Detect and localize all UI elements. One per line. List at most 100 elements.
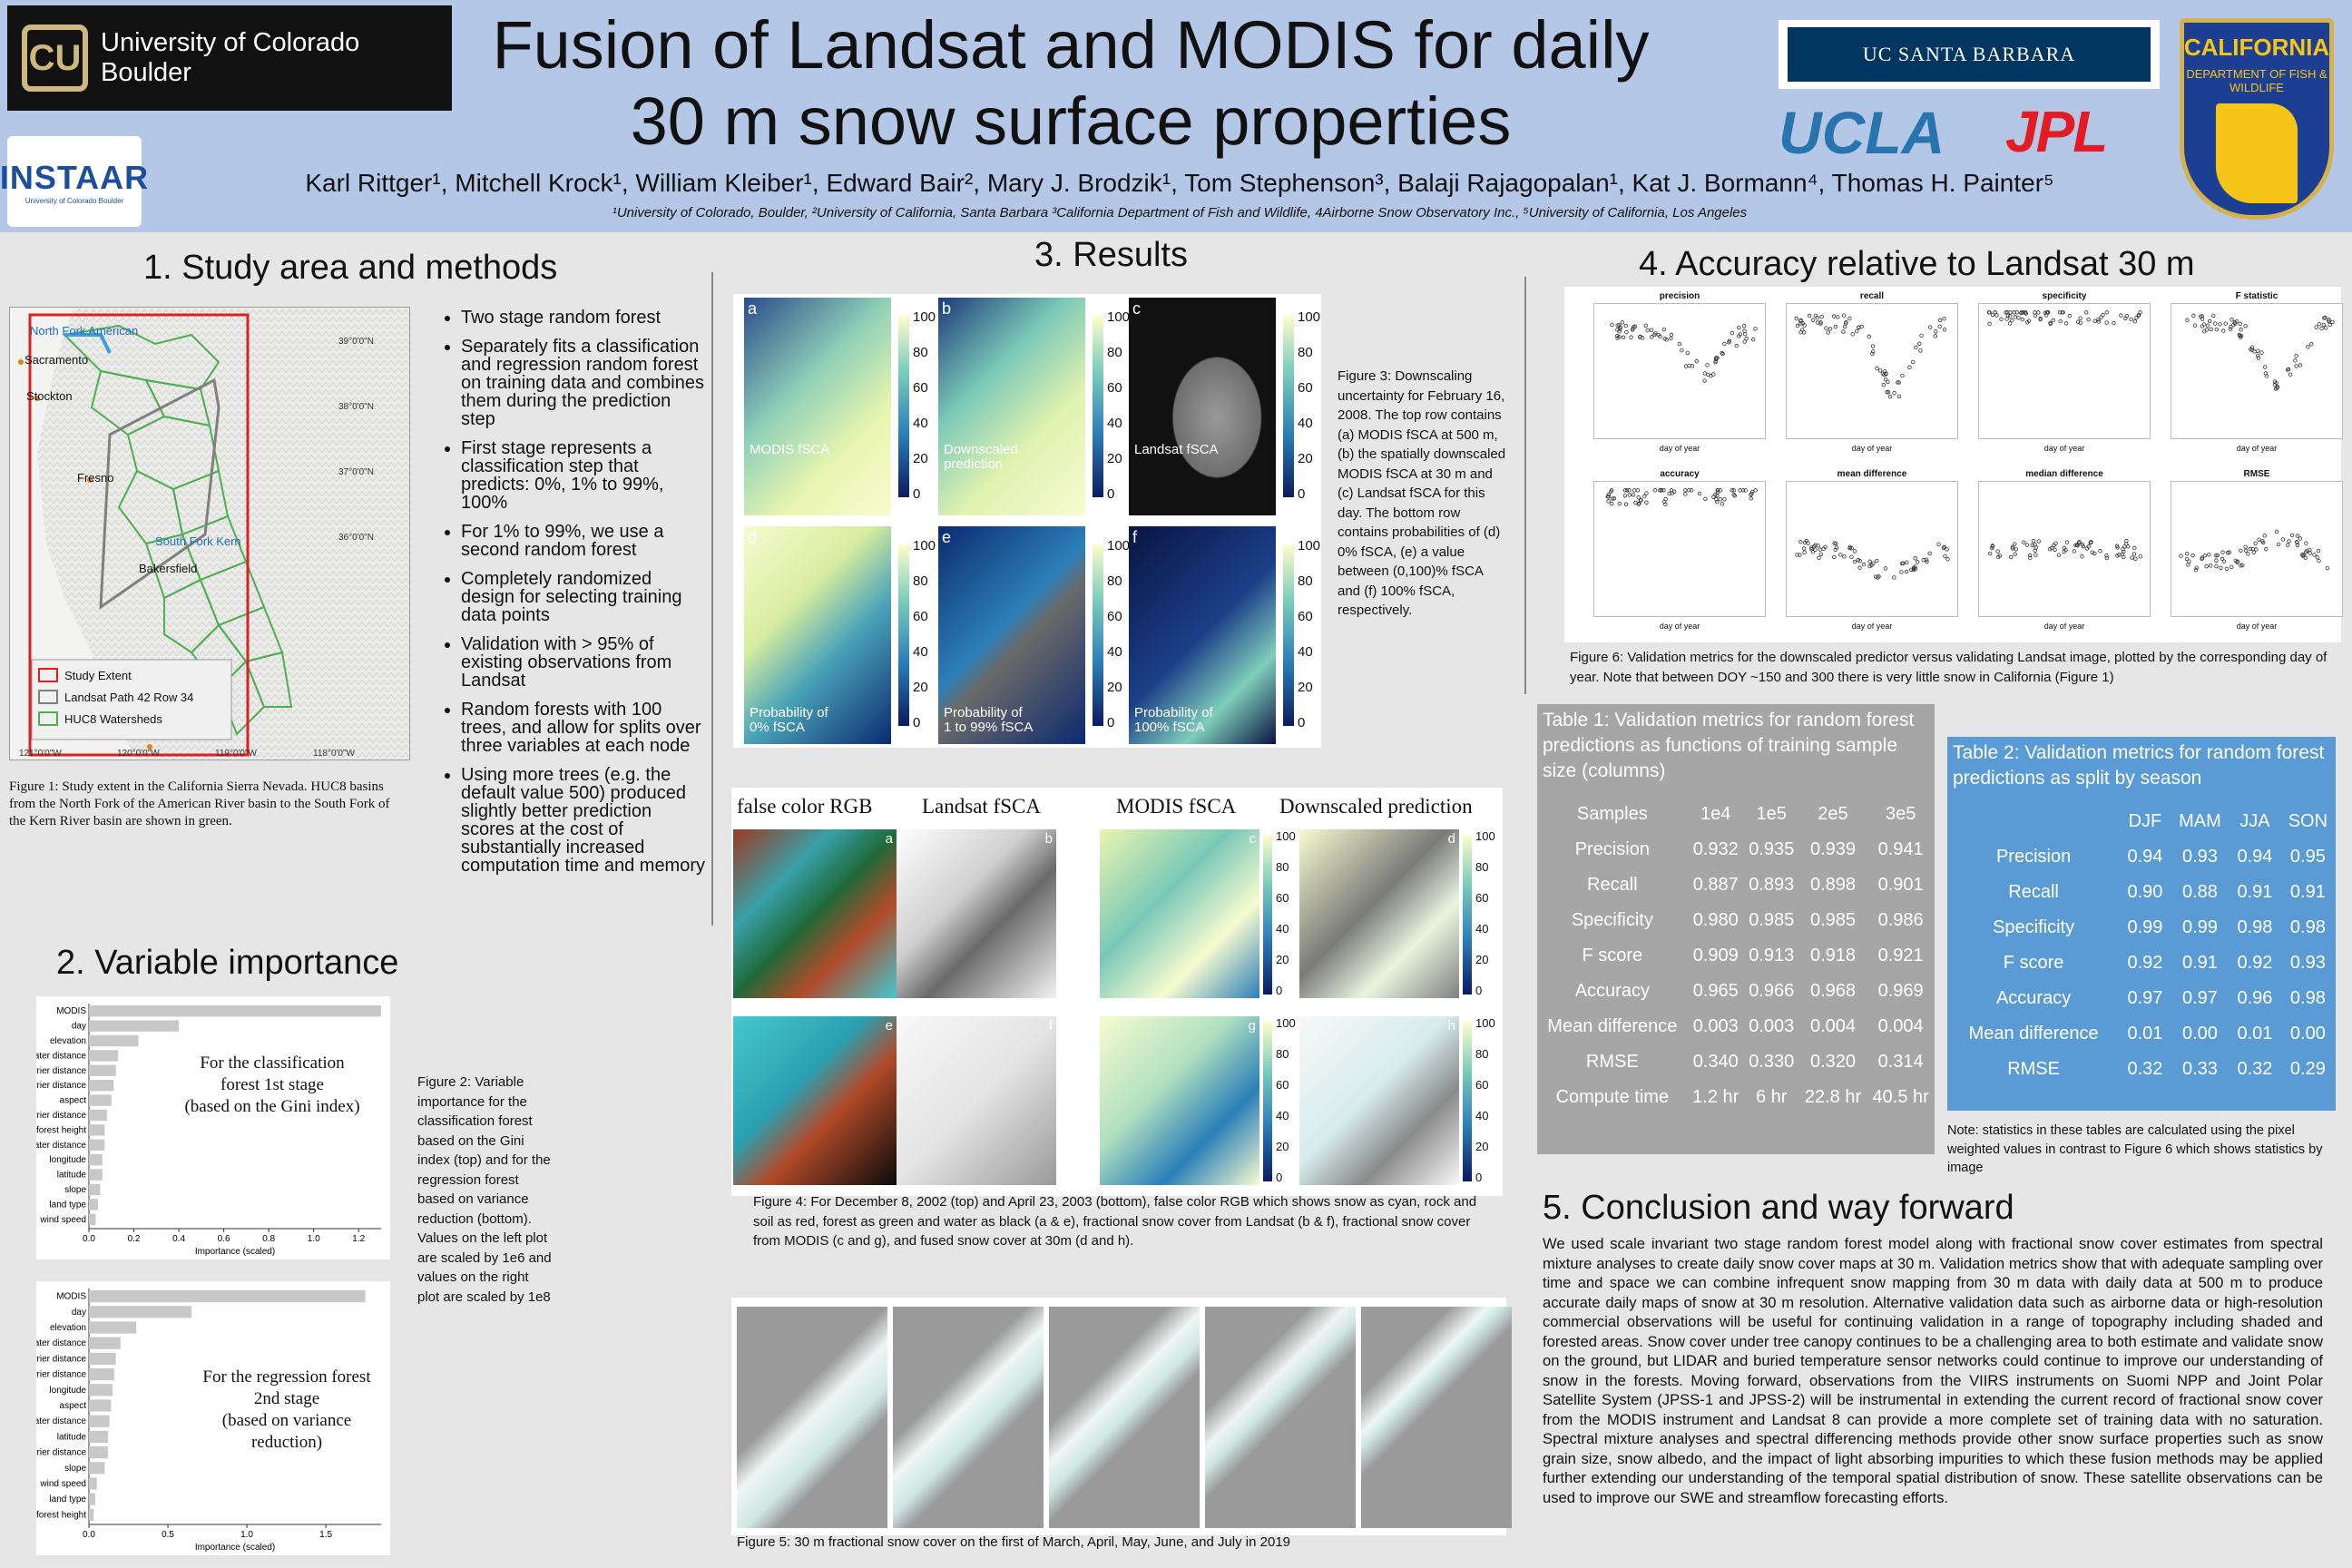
fig6-point	[2020, 317, 2025, 322]
ucsb-logo-text: UC SANTA BARBARA	[1788, 27, 2151, 82]
fig6-point	[2239, 564, 2243, 568]
fig6-point	[2036, 539, 2041, 544]
fig6-point	[2192, 323, 2198, 328]
importance-category-label: aspect	[60, 1401, 87, 1411]
colorbar-tick: 60	[1298, 609, 1313, 624]
colorbar-tick: 60	[913, 609, 928, 624]
importance-category-label: latitude	[57, 1171, 87, 1181]
fig6-point	[2230, 564, 2234, 569]
fig6-point	[1987, 321, 1992, 327]
fig3-panel-letter: d	[748, 528, 758, 546]
jpl-logo: JPL	[2005, 99, 2108, 164]
fig6-point	[1643, 323, 1648, 328]
fig6-point	[2080, 554, 2084, 559]
fig6-point	[2295, 543, 2300, 547]
fig6-point	[1937, 318, 1943, 323]
lon-label-121: 121°0'0"W	[19, 749, 62, 759]
fig6-point	[2262, 365, 2268, 369]
cu-boulder-logo: CU University of Colorado Boulder	[7, 5, 452, 111]
section-3-heading: 3. Results	[1034, 236, 1188, 274]
colorbar-tick: 60	[1298, 380, 1313, 396]
fig6-point	[1753, 327, 1758, 331]
importance-category-label: day	[72, 1308, 86, 1318]
fig6-point	[1816, 544, 1820, 548]
table-cell: 0.01	[2127, 1024, 2163, 1044]
fig6-point	[2019, 310, 2024, 315]
fig3-map-tile: a MODIS fSCA	[744, 298, 891, 515]
importance-category-label: land type	[49, 1494, 86, 1504]
fig6-point	[2033, 548, 2037, 554]
fig6-point	[1753, 488, 1758, 493]
fig6-point	[1702, 371, 1708, 376]
fig6-point	[2314, 325, 2318, 329]
fig6-point	[1749, 493, 1753, 497]
table-cell: Accuracy	[1995, 988, 2072, 1008]
colorbar-tick: 60	[1475, 891, 1489, 905]
fig6-point	[2249, 345, 2255, 349]
fig6-point	[1809, 545, 1814, 550]
map-label-sacramento: Sacramento	[24, 353, 88, 367]
fig3-panel-letter: c	[1132, 299, 1141, 318]
fig6-point	[2251, 550, 2257, 554]
fig6-point	[2194, 565, 2200, 570]
table-cell: 0.00	[2289, 1024, 2326, 1044]
fig6-point	[2030, 543, 2034, 548]
colorbar-tick: 80	[1276, 860, 1289, 874]
fig4-panel-letter: b	[1044, 831, 1053, 847]
fig6-scatter-svg	[1795, 538, 1950, 580]
fig6-point	[2312, 553, 2317, 557]
table-cell: 0.941	[1877, 839, 1924, 859]
fig6-point	[1636, 495, 1641, 500]
fig6-point	[1883, 377, 1888, 382]
lat-label-36: 36°0'0"N	[338, 533, 374, 543]
authors: Karl Rittger¹, Mitchell Krock¹, William …	[305, 169, 2054, 197]
fig3-map-tile: b Downscaled prediction	[938, 298, 1085, 515]
fig6-point	[1913, 567, 1918, 572]
fig6-point	[2072, 549, 2077, 554]
importance-bar	[89, 1080, 114, 1092]
fig5-snow-map	[1205, 1307, 1356, 1528]
fig6-point	[1750, 337, 1756, 342]
fig6-point	[1618, 327, 1622, 331]
table-cell: Accuracy	[1574, 981, 1650, 1001]
fig6-point	[2321, 322, 2327, 328]
importance-bar	[89, 1493, 95, 1505]
fig6-point	[2255, 353, 2260, 358]
fig6-point	[1997, 554, 2003, 558]
fig6-point	[1870, 344, 1876, 348]
fig3-map-tile: e Probability of 1 to 99% fSCA	[938, 526, 1085, 744]
fig6-point	[1737, 334, 1741, 338]
colorbar-tick: 0	[913, 486, 921, 502]
colorbar-tick: 20	[1298, 451, 1313, 466]
fig6-point	[2200, 317, 2205, 321]
fig6-point	[1913, 556, 1917, 561]
fig6-scatter-plot: specificity day of year	[1978, 291, 2151, 453]
table-header-cell: JJA	[2239, 811, 2270, 831]
table-cell: 0.29	[2289, 1059, 2326, 1079]
colorbar-tick: 80	[1298, 345, 1313, 360]
table-cell: 0.939	[1809, 839, 1857, 859]
table-cell: Recall	[2008, 882, 2059, 902]
table-cell: 0.94	[2237, 847, 2273, 867]
table-cell: 0.918	[1809, 946, 1857, 965]
cu-logo-text: University of Colorado Boulder	[101, 28, 360, 87]
fig6-point	[1883, 566, 1888, 571]
fig6-point	[1741, 323, 1747, 328]
fig6-point	[1618, 325, 1622, 329]
fig4-map-tile: d	[1299, 829, 1459, 998]
importance-bar	[89, 1154, 103, 1166]
conclusion-text: We used scale invariant two stage random…	[1543, 1235, 2323, 1506]
fig6-point	[1669, 488, 1674, 493]
fig6-point	[1711, 495, 1716, 499]
fig6-point	[1636, 502, 1641, 506]
map-label-north-fork: North Fork American	[30, 324, 138, 338]
fig6-scatter-svg	[1987, 538, 2142, 561]
fig6-point	[1871, 561, 1876, 565]
legend-swatch-landsat-path	[38, 690, 58, 704]
table-cell: 22.8 hr	[1804, 1087, 1862, 1107]
fig6-point	[1631, 493, 1636, 497]
fig4-panel-letter: e	[885, 1018, 893, 1034]
fig6-point	[2211, 313, 2216, 318]
fig3-label-line: Landsat fSCA	[1134, 442, 1219, 457]
fig6-point	[1715, 488, 1720, 493]
